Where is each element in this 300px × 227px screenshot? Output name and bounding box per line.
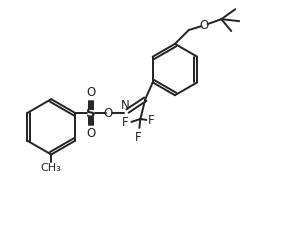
- Text: CH₃: CH₃: [41, 163, 62, 173]
- Text: F: F: [148, 114, 155, 127]
- Text: S: S: [86, 106, 96, 119]
- Text: O: O: [199, 19, 208, 32]
- Text: O: O: [86, 86, 96, 99]
- Text: N: N: [121, 99, 130, 112]
- Text: O: O: [103, 106, 112, 119]
- Text: O: O: [86, 127, 96, 140]
- Text: F: F: [135, 131, 142, 144]
- Text: F: F: [122, 116, 128, 129]
